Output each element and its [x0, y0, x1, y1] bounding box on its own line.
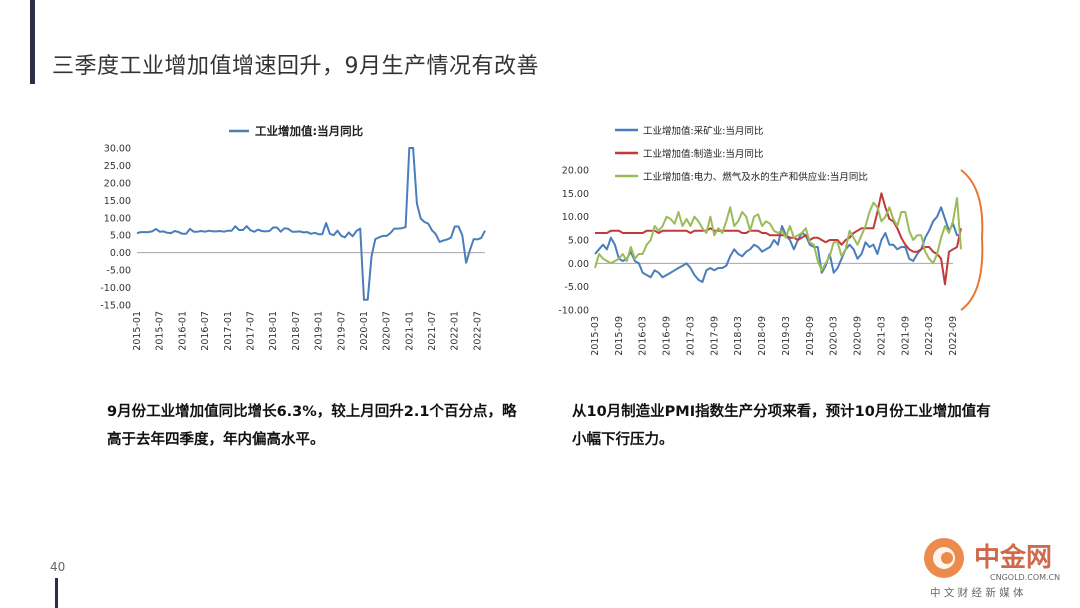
- x-tick-label: 2016-01: [177, 311, 188, 351]
- x-tick-label: 2021-03: [876, 316, 887, 356]
- x-tick-label: 2019-07: [336, 311, 347, 351]
- x-tick-label: 2018-01: [268, 311, 279, 351]
- y-tick-label: 15.00: [562, 189, 589, 200]
- x-tick-label: 2020-01: [359, 311, 370, 351]
- x-tick-label: 2015-03: [590, 316, 601, 356]
- series-line-0-0: [136, 147, 486, 301]
- x-tick-label: 2020-09: [853, 316, 864, 356]
- x-tick-label: 2018-07: [291, 311, 302, 351]
- legend-label: 工业增加值:电力、燃气及水的生产和供应业:当月同比: [643, 171, 868, 183]
- caption-right: 从10月制造业PMI指数生产分项来看，预计10月份工业增加值有小幅下行压力。: [572, 404, 991, 448]
- x-tick-label: 2020-03: [829, 316, 840, 356]
- x-tick-label: 2019-09: [805, 316, 816, 356]
- y-tick-label: -5.00: [106, 266, 131, 277]
- chart-right: 20.0015.0010.005.000.00-5.00-10.002015-0…: [558, 125, 984, 356]
- y-tick-label: -10.00: [100, 283, 131, 294]
- y-tick-label: -15.00: [100, 301, 131, 312]
- x-tick-label: 2020-07: [382, 311, 393, 351]
- y-tick-label: 15.00: [104, 196, 131, 207]
- x-tick-label: 2022-03: [924, 316, 935, 356]
- y-tick-label: 5.00: [568, 236, 589, 247]
- bracket-decoration: [960, 169, 984, 311]
- x-tick-label: 2015-09: [614, 316, 625, 356]
- x-tick-label: 2022-07: [472, 311, 483, 351]
- series-line-1-0: [594, 206, 961, 283]
- y-tick-label: 0.00: [110, 248, 131, 259]
- legend-label: 工业增加值:采矿业:当月同比: [643, 125, 763, 137]
- footer-accent-bar: [55, 578, 58, 608]
- x-tick-label: 2016-09: [662, 316, 673, 356]
- x-tick-label: 2019-01: [314, 311, 325, 351]
- x-tick-label: 2018-09: [757, 316, 768, 356]
- y-tick-label: -10.00: [558, 306, 589, 317]
- y-tick-label: 25.00: [104, 161, 131, 172]
- x-tick-label: 2021-07: [427, 311, 438, 351]
- x-tick-label: 2017-03: [685, 316, 696, 356]
- title-accent-bar: [30, 0, 35, 84]
- x-tick-label: 2017-01: [223, 311, 234, 351]
- caption-left: 9月份工业增加值同比增长6.3%，较上月回升2.1个百分点，略高于去年四季度，年…: [107, 404, 517, 448]
- watermark-name: 中金网: [974, 542, 1052, 573]
- series-line-1-1: [595, 192, 962, 286]
- y-tick-label: 0.00: [568, 259, 589, 270]
- x-tick-label: 2022-01: [450, 311, 461, 351]
- y-tick-label: 20.00: [104, 178, 131, 189]
- watermark-url: CNGOLD.COM.CN: [990, 573, 1060, 582]
- chart-left: 30.00 25.00 20.00 15.00 10.00 5.00 0.00 -5.00 -1…: [100, 124, 486, 351]
- x-tick-label: 2017-07: [245, 311, 256, 351]
- y-tick-label: 30.00: [104, 144, 131, 155]
- y-tick-label: -5.00: [564, 282, 589, 293]
- y-tick-label: 20.00: [562, 166, 589, 177]
- legend-label: 工业增加值:当月同比: [255, 124, 364, 138]
- x-tick-label: 2016-03: [638, 316, 649, 356]
- series-line-1-2: [594, 197, 962, 272]
- watermark-logo: 中金网 CNGOLD.COM.CN 中 文 财 经 新 媒 体: [924, 538, 1060, 599]
- x-tick-label: 2021-09: [900, 316, 911, 356]
- page-title: 三季度工业增加值增速回升，9月生产情况有改善: [52, 54, 539, 79]
- x-tick-label: 2017-09: [709, 316, 720, 356]
- y-tick-label: 10.00: [562, 212, 589, 223]
- x-tick-label: 2018-03: [733, 316, 744, 356]
- x-tick-label: 2016-07: [200, 311, 211, 351]
- x-tick-label: 2019-03: [781, 316, 792, 356]
- x-tick-label: 2015-01: [132, 311, 143, 351]
- legend-label: 工业增加值:制造业:当月同比: [643, 148, 763, 160]
- x-tick-label: 2021-01: [404, 311, 415, 351]
- x-tick-label: 2015-07: [155, 311, 166, 351]
- page-number: 40: [50, 560, 66, 574]
- y-tick-label: 10.00: [104, 213, 131, 224]
- x-tick-label: 2022-09: [948, 316, 959, 356]
- y-tick-label: 5.00: [110, 231, 131, 242]
- watermark-tagline: 中 文 财 经 新 媒 体: [930, 586, 1024, 599]
